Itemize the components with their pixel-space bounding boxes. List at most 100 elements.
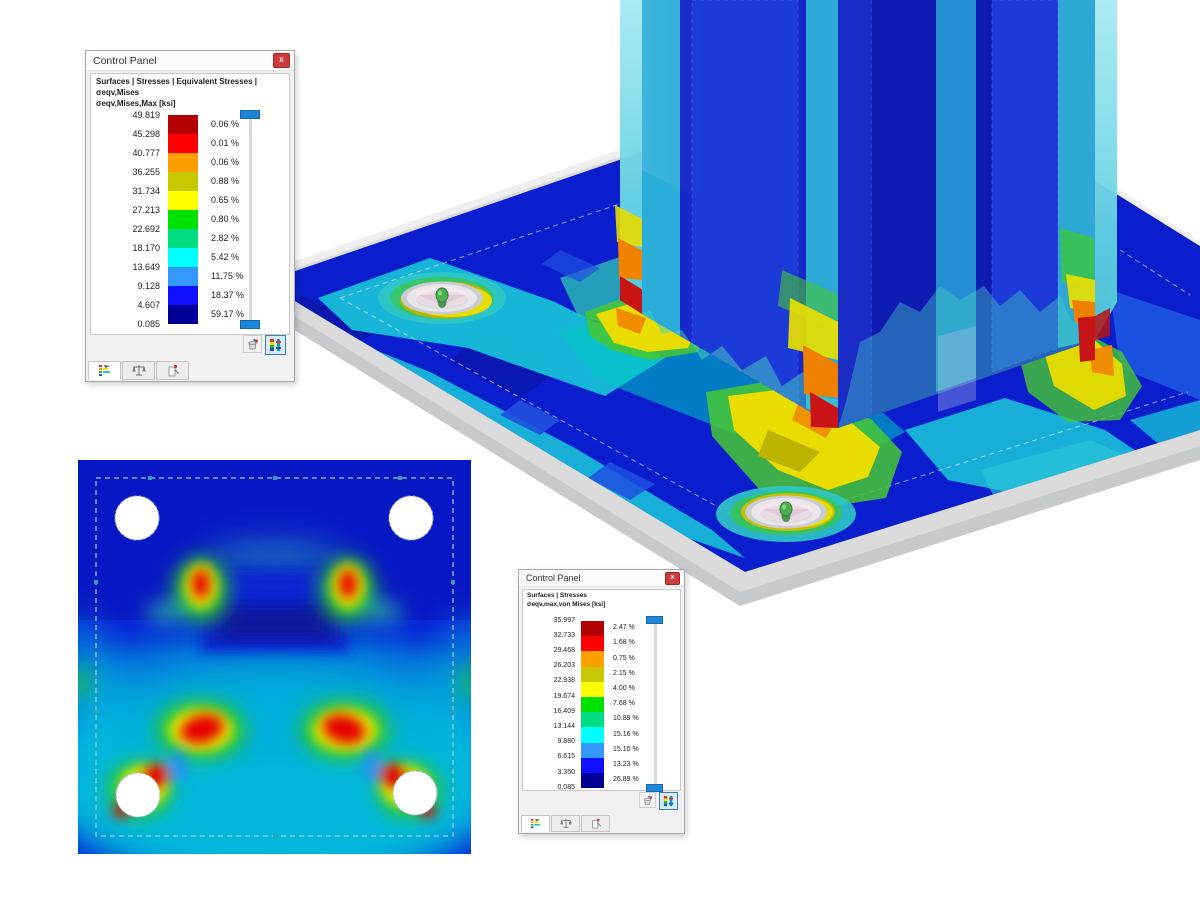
legend-color-box	[168, 248, 198, 267]
plate-stress-heatmap	[78, 460, 471, 854]
legend-color-box	[168, 267, 198, 286]
legend-color-box	[168, 305, 198, 324]
legend-percent: 15.16 %	[613, 730, 639, 738]
legend-slider-track[interactable]	[249, 113, 252, 330]
tab-color-scale[interactable]	[88, 361, 121, 380]
legend-color-box	[168, 153, 198, 172]
legend-value: 9.128	[137, 280, 160, 291]
color-scale-legend-icon	[98, 365, 110, 376]
panel-tab-strip	[521, 815, 611, 832]
legend-value: 6.615	[557, 753, 575, 761]
legend-max-slider-handle[interactable]	[646, 616, 663, 624]
legend-percent: 0.06 %	[211, 157, 240, 167]
color-scale-edit-button[interactable]	[639, 792, 656, 808]
tab-factors[interactable]	[551, 815, 580, 832]
legend-color-box	[168, 134, 198, 153]
result-quantity: σeqv,Mises,Max [ksi]	[96, 98, 176, 108]
legend-percent: 7.68 %	[613, 700, 635, 708]
result-type-box: Surfaces | Stresses σeqv,max,von Mises […	[523, 590, 680, 612]
legend-value: 22.938	[553, 677, 575, 685]
legend-slider-track[interactable]	[654, 619, 657, 795]
panel-titlebar[interactable]: Control Panel x	[519, 570, 684, 587]
color-scale-icon	[663, 795, 674, 806]
panel-titlebar[interactable]: Control Panel x	[86, 51, 294, 71]
column-web-and-flange-face-right	[838, 0, 1095, 428]
bolt-holes	[114, 495, 438, 818]
legend-color-box	[168, 286, 198, 305]
tab-color-scale[interactable]	[521, 815, 550, 832]
color-scale-icon	[270, 338, 281, 351]
legend-value: 36.255	[132, 166, 160, 177]
legend-color-box	[581, 681, 604, 697]
column-flange-tip-left	[615, 0, 648, 314]
legend-value: 19.674	[553, 692, 575, 700]
legend-color-box	[581, 697, 604, 713]
legend-percent: 0.65 %	[211, 195, 240, 205]
legend-color-box	[581, 727, 604, 743]
panel-tab-strip	[88, 361, 190, 380]
legend-max-slider-handle[interactable]	[240, 110, 260, 119]
tab-factors[interactable]	[122, 361, 155, 380]
legend-value: 16.409	[553, 707, 575, 715]
legend-color-box	[581, 621, 604, 637]
legend-min-slider-handle[interactable]	[240, 320, 260, 329]
close-icon[interactable]: x	[273, 53, 290, 68]
legend-value: 18.170	[132, 242, 160, 253]
annotate-page-icon	[591, 818, 601, 829]
column-footprint-region	[200, 570, 350, 652]
legend-percent: 0.06 %	[211, 119, 240, 129]
color-scale-display-button[interactable]	[659, 792, 678, 810]
result-breadcrumb: Surfaces | Stresses	[527, 592, 587, 599]
legend-value: 9.880	[557, 738, 575, 746]
legend-value: 3.350	[557, 768, 575, 776]
legend-color-box	[168, 172, 198, 191]
control-panel-window: Control Panel x Surfaces | Stresses σeqv…	[518, 569, 685, 834]
close-icon[interactable]: x	[665, 571, 680, 585]
legend-percent: 13.23 %	[613, 760, 639, 768]
legend-percent: 15.10 %	[613, 745, 639, 753]
legend-percent: 0.75 %	[613, 654, 635, 662]
legend-percent: 10.89 %	[613, 715, 639, 723]
plate-outline-dashed	[94, 476, 455, 838]
legend-value: 0.085	[137, 318, 160, 329]
legend-value: 22.692	[132, 223, 160, 234]
tab-filter[interactable]	[581, 815, 610, 832]
legend-value: 40.777	[132, 147, 160, 158]
legend-color-box	[168, 115, 198, 134]
legend-color-box	[581, 636, 604, 652]
legend-toolbar	[243, 335, 286, 355]
legend-value: 4.607	[137, 299, 160, 310]
panel-title: Control Panel	[526, 573, 581, 583]
legend-color-box	[581, 712, 604, 728]
legend-percent: 5.42 %	[211, 252, 240, 262]
color-scale-edit-button[interactable]	[243, 335, 262, 353]
legend-value: 35.997	[553, 616, 575, 624]
legend-value: 13.144	[553, 722, 575, 730]
legend-min-slider-handle[interactable]	[646, 784, 663, 793]
legend-percent: 1.68 %	[613, 639, 635, 647]
legend-color-box	[581, 651, 604, 667]
balance-scales-icon	[131, 365, 146, 376]
legend-percent: 59.17 %	[211, 309, 245, 319]
legend-toolbar	[639, 792, 678, 810]
color-scale-legend-icon	[530, 818, 540, 829]
legend-color-box	[168, 191, 198, 210]
balance-scales-icon	[559, 818, 572, 828]
legend-percent: 11.75 %	[211, 271, 244, 281]
legend-value: 27.213	[132, 204, 160, 215]
tab-filter[interactable]	[156, 361, 189, 380]
legend-value: 45.298	[132, 128, 160, 139]
anchor-bolt	[716, 486, 856, 542]
legend-value: 26.203	[553, 662, 575, 670]
steel-column	[615, 0, 1117, 428]
result-breadcrumb: Surfaces | Stresses | Equivalent Stresse…	[96, 77, 258, 97]
legend-value: 32.733	[553, 631, 575, 639]
color-scale-display-button[interactable]	[265, 335, 286, 355]
annotate-page-icon	[168, 364, 179, 377]
legend-value: 13.649	[132, 261, 160, 272]
legend-percent: 0.01 %	[211, 138, 240, 148]
legend-percent: 2.15 %	[613, 669, 635, 677]
legend-value: 0.085	[557, 783, 575, 791]
